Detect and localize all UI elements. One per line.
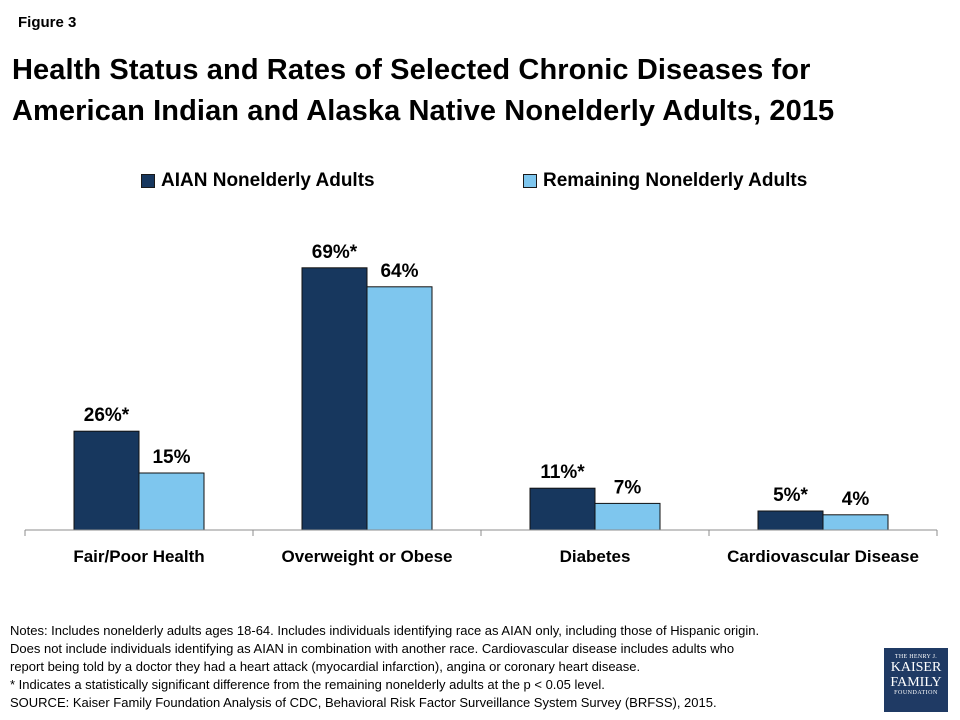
bar-aian-overweight-or-obese [301,267,368,531]
notes-source: SOURCE: Kaiser Family Foundation Analysi… [10,695,717,710]
x-tick-label-cardiovascular-disease: Cardiovascular Disease [727,547,919,566]
data-label-remaining-cardiovascular-disease: 4% [842,489,870,510]
figure-label: Figure 3 [18,14,77,31]
legend-swatch-aian [141,174,155,188]
logo-line-1: THE HENRY J. [894,654,938,660]
notes-line-3: report being told by a doctor they had a… [10,659,641,674]
data-label-remaining-fair-poor-health: 15% [152,447,190,468]
bar-remaining-fair-poor-health [138,472,205,531]
chart-title: Health Status and Rates of Selected Chro… [12,50,952,132]
bar-remaining-diabetes [594,502,661,531]
x-tick-label-fair-poor-health: Fair/Poor Health [73,547,204,566]
legend-label-aian: AIAN Nonelderly Adults [161,170,375,191]
bar-aian-diabetes [529,487,596,531]
data-label-remaining-overweight-or-obese: 64% [380,261,418,282]
bar-aian-cardiovascular-disease [757,510,824,531]
bar-remaining-cardiovascular-disease [822,514,889,531]
notes-line-2: Does not include individuals identifying… [10,641,735,656]
legend-label-remaining: Remaining Nonelderly Adults [543,170,808,191]
legend-swatch-remaining [523,174,537,188]
data-label-remaining-diabetes: 7% [614,477,642,498]
notes-line-1: Notes: Includes nonelderly adults ages 1… [10,623,760,638]
logo-line-3: FAMILY [890,675,942,690]
notes-significance: * Indicates a statistically significant … [10,677,605,692]
data-label-aian-overweight-or-obese: 69%* [312,242,358,263]
legend-item-aian: AIAN Nonelderly Adults [141,170,375,192]
chart-title-line-1: Health Status and Rates of Selected Chro… [12,54,811,86]
chart-title-line-2: American Indian and Alaska Native Noneld… [12,95,835,127]
bar-aian-fair-poor-health [73,430,140,531]
logo-line-4: FOUNDATION [894,690,938,696]
x-tick-label-diabetes: Diabetes [560,547,631,566]
x-tick-label-overweight-or-obese: Overweight or Obese [282,547,453,566]
chart-legend: AIAN Nonelderly Adults Remaining Nonelde… [0,170,960,194]
chart-notes: Notes: Includes nonelderly adults ages 1… [10,622,870,712]
logo-line-2: KAISER [890,660,942,675]
data-label-aian-diabetes: 11%* [540,462,585,483]
kff-logo: THE HENRY J. KAISER FAMILY FOUNDATION [884,648,948,712]
data-label-aian-fair-poor-health: 26%* [84,405,130,426]
data-label-aian-cardiovascular-disease: 5%* [773,485,808,506]
bar-chart: 26%* 15% Fair/Poor Health 69%* 64% Overweight… [24,242,938,566]
legend-item-remaining: Remaining Nonelderly Adults [523,170,807,192]
bar-remaining-overweight-or-obese [366,286,433,531]
